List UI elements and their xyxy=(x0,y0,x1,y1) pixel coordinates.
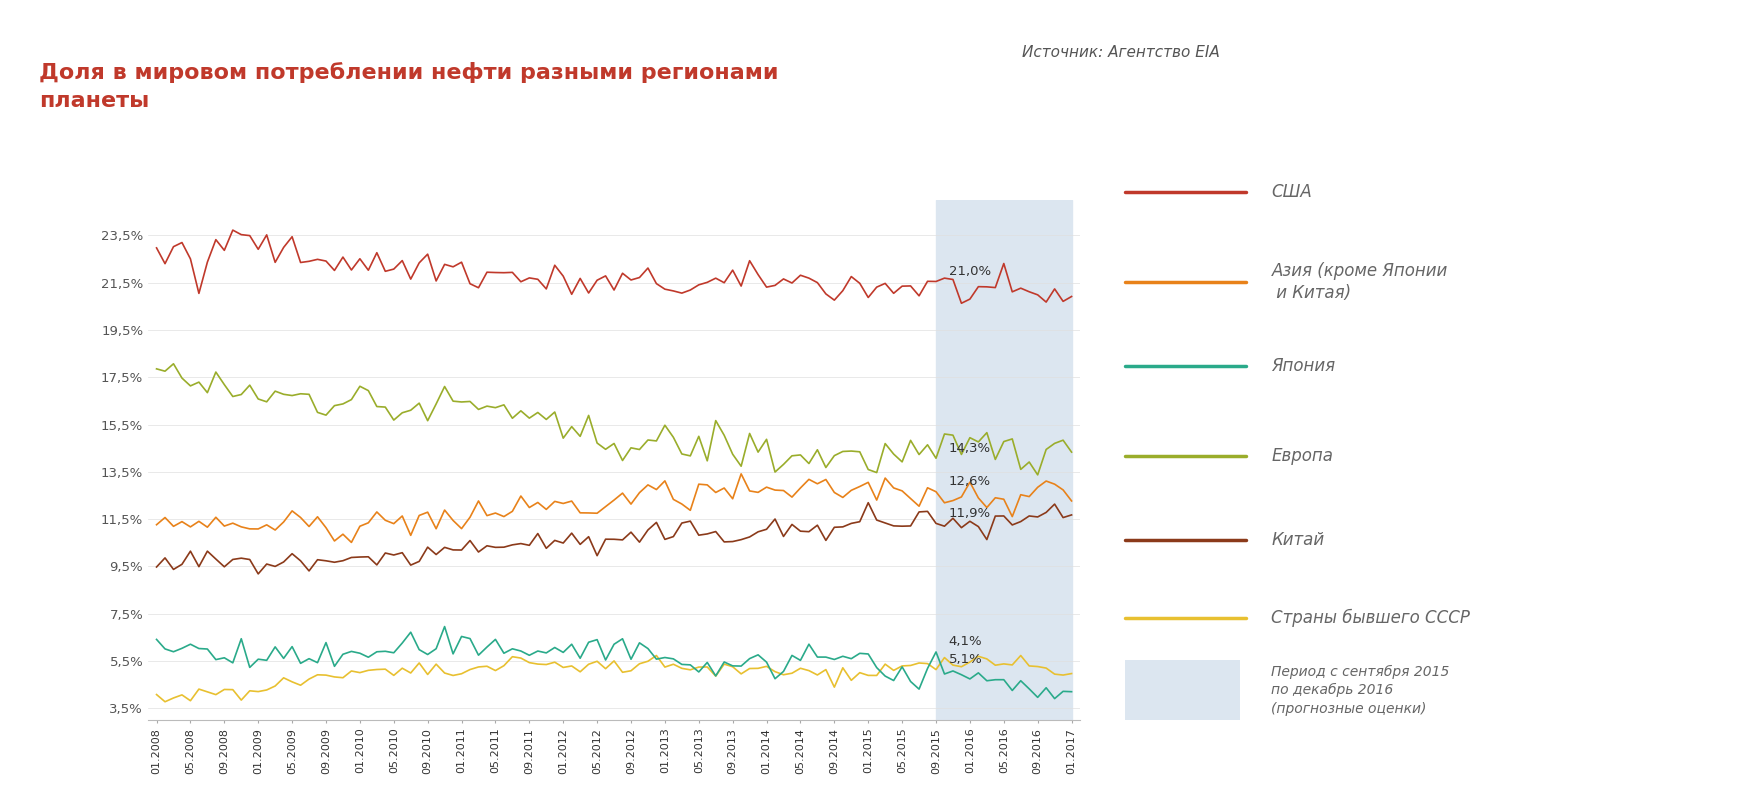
Text: 12,6%: 12,6% xyxy=(949,475,991,488)
Text: Доля в мировом потреблении нефти разными регионами
планеты: Доля в мировом потреблении нефти разными… xyxy=(40,62,779,111)
Text: США: США xyxy=(1272,183,1312,201)
Text: 21,0%: 21,0% xyxy=(949,265,991,278)
Text: 5,1%: 5,1% xyxy=(949,653,982,666)
Text: 14,3%: 14,3% xyxy=(949,442,991,454)
FancyBboxPatch shape xyxy=(1125,660,1240,720)
Text: Европа: Европа xyxy=(1272,447,1333,465)
Text: Период с сентября 2015
по декабрь 2016
(прогнозные оценки): Период с сентября 2015 по декабрь 2016 (… xyxy=(1272,665,1449,715)
Text: Страны бывшего СССР: Страны бывшего СССР xyxy=(1272,609,1470,627)
Text: 11,9%: 11,9% xyxy=(949,507,991,520)
Text: Япония: Япония xyxy=(1272,357,1336,375)
Text: Источник: Агентство EIA: Источник: Агентство EIA xyxy=(1023,46,1219,60)
Text: 4,1%: 4,1% xyxy=(949,635,982,649)
Bar xyxy=(935,200,1071,720)
Text: Азия (кроме Японии
 и Китая): Азия (кроме Японии и Китая) xyxy=(1272,262,1448,302)
Text: Китай: Китай xyxy=(1272,531,1324,549)
